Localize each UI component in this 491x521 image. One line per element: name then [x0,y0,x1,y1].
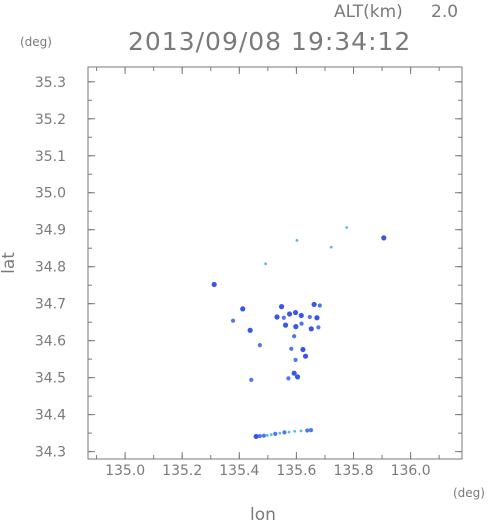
altitude-value: 2.0 [431,2,458,22]
echo-point [286,376,291,381]
echo-point [298,312,304,319]
echo-point [261,433,266,438]
echo-point [317,303,322,308]
echo-point [230,318,236,323]
echo-point [257,342,262,348]
y-tick-label: 34.5 [35,371,66,387]
echo-point [292,334,297,339]
echo-point [381,235,387,241]
echo-point [311,301,317,308]
y-tick-label: 34.7 [35,297,66,313]
y-axis-ticks: 34.3 34.4 34.5 34.6 34.7 34.8 34.9 35.0 35.1 35.2… [35,75,462,461]
echo-point [292,309,299,316]
echo-point [293,429,297,433]
echo-point [247,327,253,333]
echo-point [281,315,286,320]
echo-point [291,370,297,376]
echo-point [253,433,259,440]
y-tick-label: 34.4 [35,408,66,424]
echo-point [293,357,298,362]
y-tick-label: 34.8 [35,260,66,276]
echo-point [314,315,320,321]
echo-point [299,321,304,326]
echo-point [316,325,321,330]
x-tick-label: 135.2 [162,463,202,479]
y-tick-label: 35.2 [35,112,66,128]
plot-frame [87,66,463,460]
echo-point [329,245,333,249]
echo-point [249,377,254,382]
y-tick-label: 35.1 [35,149,66,165]
echo-point [278,304,285,310]
echo-point [282,430,287,435]
y-tick-label: 35.3 [35,75,66,91]
y-axis-label: lat [0,252,19,274]
x-tick-label: 135.6 [276,463,316,479]
y-tick-label: 35.0 [35,186,66,202]
echo-point [294,374,301,380]
x-axis-unit: (deg) [453,486,485,500]
echo-point [307,314,312,320]
echo-point [264,262,267,266]
x-tick-label: 135.8 [333,463,373,479]
echo-point [273,431,278,436]
echo-point [293,324,299,330]
echo-point [287,430,291,434]
echo-point [308,428,314,433]
y-tick-label: 34.3 [35,445,66,461]
x-tick-label: 136.0 [391,463,431,479]
y-tick-label: 34.9 [35,223,66,239]
timestamp-title: 2013/09/08 19:34:12 [128,27,411,56]
echo-point [305,428,310,433]
echo-point [274,314,280,320]
echo-point [265,433,269,437]
echo-point [308,326,314,332]
echo-point [211,281,217,288]
echo-layer [211,226,387,440]
x-tick-label: 135.0 [105,463,145,479]
echo-point [300,346,306,353]
x-axis-ticks: 135.0 135.2 135.4 135.6 135.8 136.0 [96,67,440,479]
altitude-label: ALT(km) [334,2,403,22]
echo-point [302,353,309,359]
echo-point [286,311,293,317]
echo-point [289,346,294,351]
x-tick-label: 135.4 [219,463,259,479]
echo-point [257,433,262,439]
y-tick-label: 34.6 [35,334,66,350]
echo-point [345,226,349,229]
x-axis-label: lon [250,505,276,521]
echo-point [278,431,282,435]
echo-point [295,239,299,242]
echo-point [269,433,273,436]
echo-point [282,322,289,328]
echo-point [240,306,246,312]
echo-point [299,429,303,433]
y-axis-unit: (deg) [20,35,52,49]
